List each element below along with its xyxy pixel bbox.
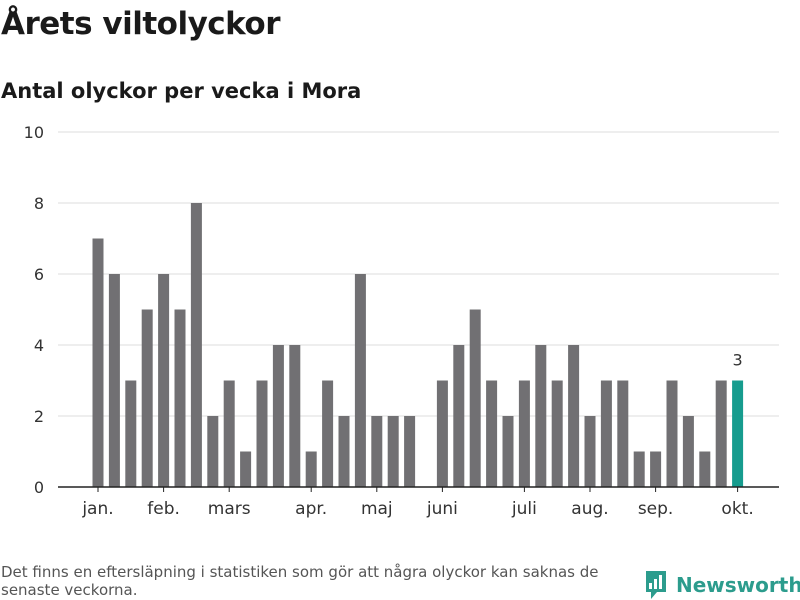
bar [551,380,563,487]
x-tick-label: mars [208,499,251,519]
newsworthy-icon [646,571,666,599]
y-tick-label: 6 [34,265,44,284]
bar [354,274,366,487]
bar [518,380,530,487]
bar [568,345,580,487]
y-tick-label: 2 [34,407,44,426]
bar [633,451,645,487]
x-tick-label: apr. [295,499,327,519]
y-tick-label: 8 [34,194,44,213]
bar [371,416,383,487]
bar [600,380,612,487]
bar [92,238,104,487]
bar [289,345,301,487]
x-tick-label: maj [361,499,393,519]
bar [584,416,596,487]
x-tick-label: juni [426,499,458,519]
bar [617,380,629,487]
bar [125,380,137,487]
x-tick-label: aug. [571,499,608,519]
bar [486,380,498,487]
x-tick-label: okt. [721,499,753,519]
bar [256,380,268,487]
bar [272,345,284,487]
bar [469,309,481,487]
bar [715,380,727,487]
x-tick-label: juli [511,499,537,519]
brand-name: Newsworthy [676,573,800,597]
bar [404,416,416,487]
brand-logo[interactable]: Newsworthy [644,570,800,600]
bar [666,380,678,487]
bar-chart: 0 2 4 6 8 10 jan. feb. mars apr. maj juni juli aug. se… [24,123,779,519]
bar [699,451,711,487]
bar [338,416,350,487]
footnote: Det finns en eftersläpning i statistiken… [1,563,599,599]
bar [174,309,186,487]
data-label: 3 [733,351,743,370]
bar [535,345,547,487]
bar [223,380,235,487]
bar [305,451,317,487]
y-tick-label: 10 [24,123,44,142]
bar [436,380,448,487]
bar [682,416,694,487]
bar [453,345,465,487]
x-tick-label: sep. [638,499,674,519]
bar [240,451,252,487]
bar [158,274,170,487]
bar [322,380,334,487]
bar [650,451,662,487]
bar [207,416,219,487]
bar-highlight [732,380,744,487]
y-tick-label: 0 [34,478,44,497]
bar [141,309,153,487]
bar [108,274,120,487]
chart-title: Årets viltolyckor [1,6,281,42]
bar [502,416,514,487]
bar [387,416,399,487]
x-tick-label: jan. [81,499,113,519]
bar [190,203,202,487]
y-tick-label: 4 [34,336,44,355]
chart-subtitle: Antal olyckor per vecka i Mora [1,79,362,103]
x-tick-label: feb. [147,499,180,519]
